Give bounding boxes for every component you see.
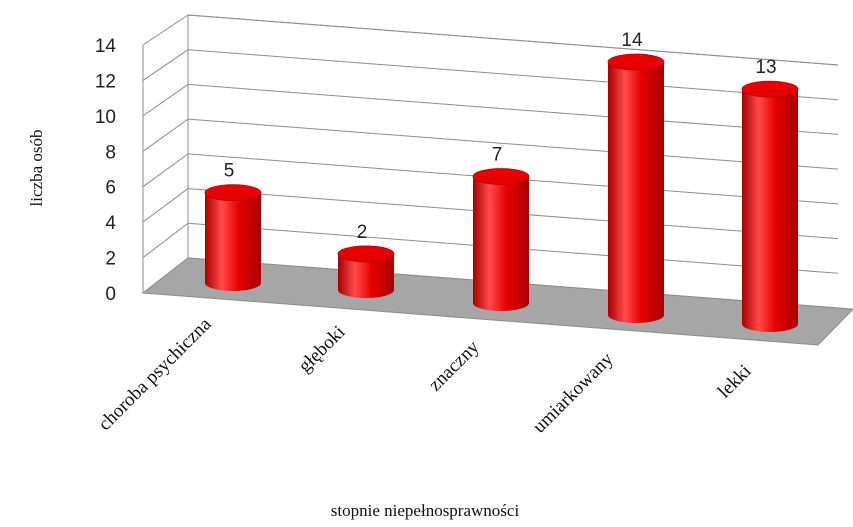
data-label: 13	[755, 57, 776, 78]
bar	[337, 245, 395, 298]
gridline-side	[142, 222, 189, 258]
bar-body	[742, 89, 798, 332]
bar-body	[473, 176, 529, 311]
data-label: 5	[224, 161, 235, 182]
bar-body	[608, 62, 664, 323]
data-label: 14	[621, 30, 643, 51]
x-tick-label: umiarkowany	[529, 348, 618, 437]
bar-body	[205, 192, 261, 291]
gridline	[187, 14, 839, 66]
y-tick-label: 6	[105, 178, 116, 199]
bar-top	[607, 53, 665, 71]
gridline	[187, 83, 839, 135]
y-tick-label: 8	[105, 142, 116, 163]
x-tick-label: głęboki	[294, 322, 349, 377]
y-tick-label: 12	[95, 71, 116, 92]
bar-top	[741, 80, 799, 98]
gridline-side	[142, 14, 189, 46]
x-tick-label: choroba psychiczna	[94, 313, 216, 435]
y-tick-label: 4	[105, 213, 116, 234]
bar	[741, 80, 799, 332]
y-axis-title: liczba osób	[27, 130, 46, 207]
x-tick-label: znaczny	[425, 336, 484, 395]
bar-body	[338, 253, 394, 298]
y-tick-label: 14	[95, 36, 117, 57]
gridline-side	[142, 118, 189, 152]
gridline-side	[142, 153, 189, 188]
y-tick-label: 2	[105, 249, 116, 270]
gridline	[187, 49, 839, 101]
bar	[607, 53, 665, 323]
x-tick-label: lekki	[714, 361, 756, 403]
data-labels: 5 2 7 14 13	[224, 30, 777, 243]
y-axis-ticks: 0 2 4 6 8 10 12 14	[95, 36, 117, 305]
x-axis-title: stopnie niepełnosprawności	[331, 501, 520, 520]
bar-top	[337, 245, 395, 263]
bar	[472, 168, 530, 311]
gridline	[187, 118, 839, 170]
bar-top	[472, 168, 530, 185]
data-label: 2	[357, 222, 368, 243]
data-label: 7	[492, 145, 503, 166]
bar-top	[204, 184, 262, 202]
y-tick-label: 0	[105, 284, 116, 305]
y-tick-label: 10	[95, 107, 116, 128]
gridline-side	[142, 188, 189, 223]
bar	[204, 184, 262, 291]
gridline-side	[142, 49, 189, 81]
gridline-side	[142, 84, 189, 117]
bar-series	[204, 53, 799, 332]
